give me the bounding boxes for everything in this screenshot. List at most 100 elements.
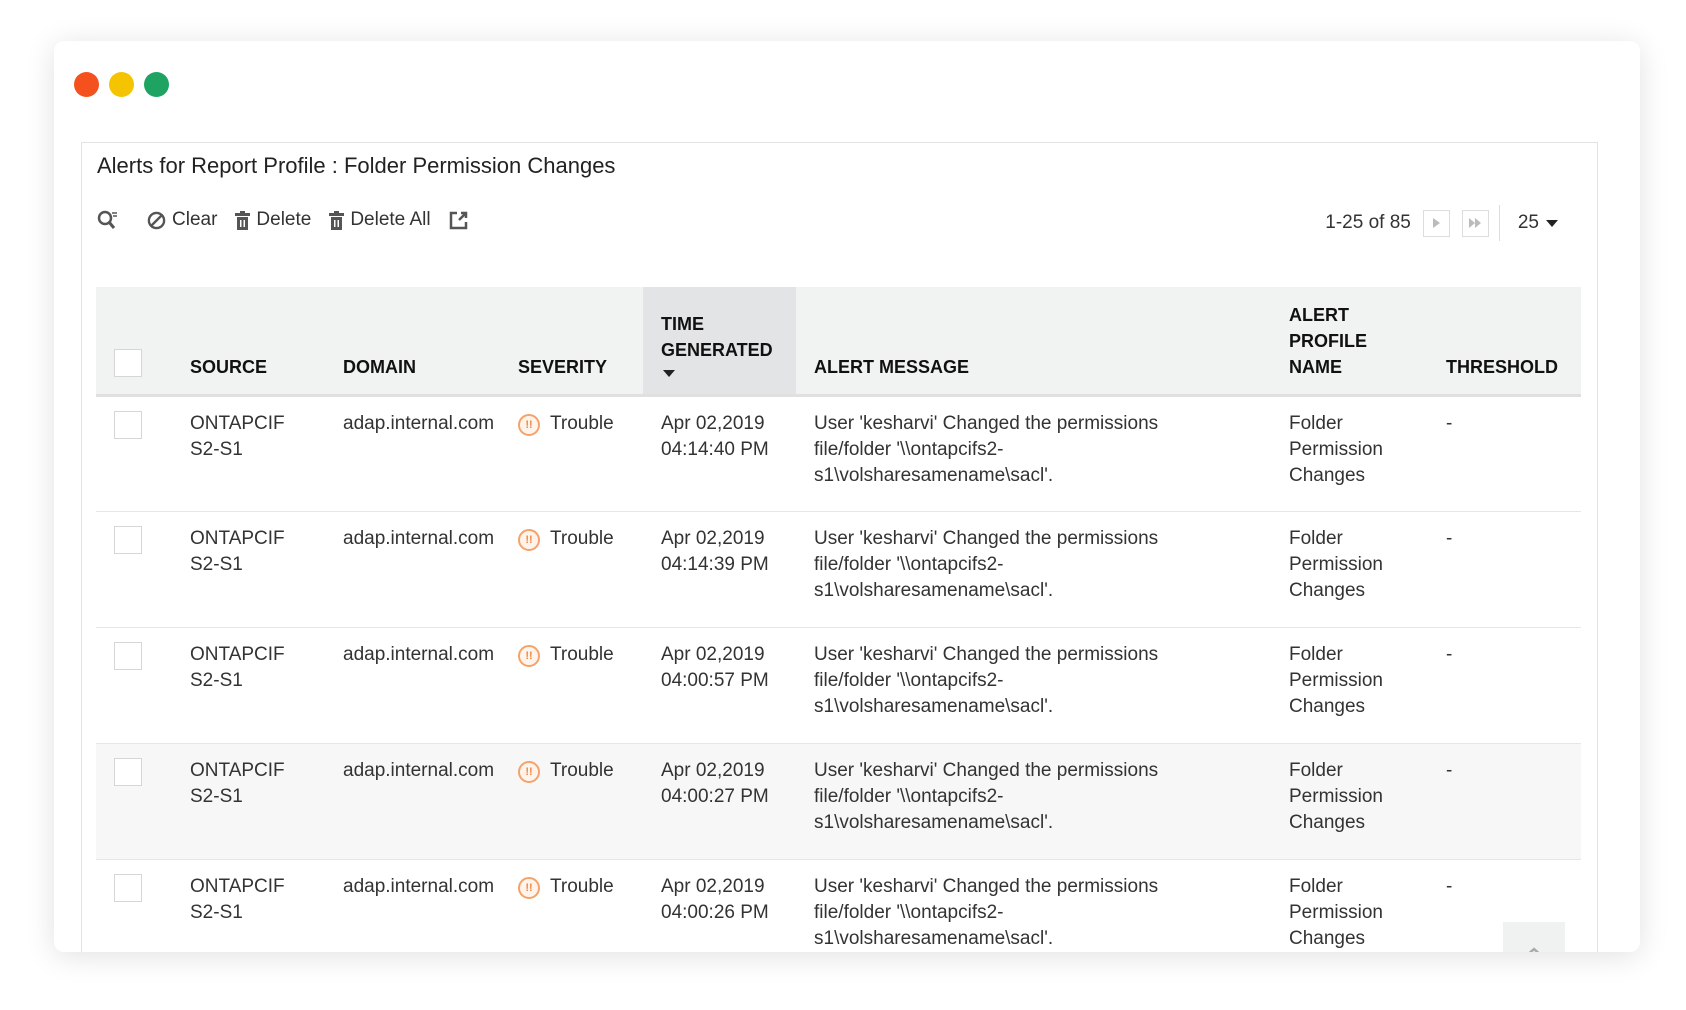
profile-cell: Folder Permission Changes — [1271, 511, 1428, 628]
row-select-cell — [96, 395, 172, 512]
clear-icon — [147, 211, 166, 229]
profile-cell: Folder Permission Changes — [1271, 395, 1428, 512]
header-source[interactable]: SOURCE — [172, 287, 325, 397]
trouble-icon: !! — [518, 413, 540, 436]
table-row[interactable]: ONTAPCIFS2-S1 adap.internal.com !! Troubl… — [96, 743, 1581, 860]
row-select-cell — [96, 511, 172, 628]
row-select-cell — [96, 627, 172, 744]
chevron-up-icon — [1528, 947, 1540, 952]
table-row[interactable]: ONTAPCIFS2-S1 adap.internal.com !! Troubl… — [96, 395, 1581, 512]
severity-label: Trouble — [550, 759, 614, 781]
export-button[interactable] — [449, 211, 474, 230]
header-alert-profile-name[interactable]: ALERT PROFILE NAME — [1271, 287, 1428, 397]
message-cell: User 'kesharvi' Changed the permissions … — [796, 859, 1271, 952]
table-row[interactable]: ONTAPCIFS2-S1 adap.internal.com !! Troubl… — [96, 627, 1581, 744]
scroll-to-top-button[interactable] — [1503, 922, 1565, 952]
per-page-select[interactable]: 25 — [1518, 212, 1559, 234]
pagination: 1-25 of 85 25 — [1325, 205, 1559, 241]
severity-cell: !! Trouble — [500, 627, 643, 744]
message-cell: User 'kesharvi' Changed the permissions … — [796, 627, 1271, 744]
maximize-dot[interactable] — [144, 72, 169, 97]
domain-cell: adap.internal.com — [325, 511, 500, 628]
severity-cell: !! Trouble — [500, 743, 643, 860]
sort-desc-icon — [663, 369, 675, 377]
select-all-cell — [96, 287, 172, 397]
severity-label: Trouble — [550, 412, 614, 434]
row-checkbox[interactable] — [114, 641, 142, 670]
table-row[interactable]: ONTAPCIFS2-S1 adap.internal.com !! Troubl… — [96, 511, 1581, 628]
clear-button[interactable]: Clear — [147, 209, 217, 231]
severity-cell: !! Trouble — [500, 395, 643, 512]
per-page-value: 25 — [1517, 212, 1539, 233]
severity-cell: !! Trouble — [500, 511, 643, 628]
export-icon — [449, 211, 467, 229]
minimize-dot[interactable] — [109, 72, 134, 97]
header-threshold[interactable]: THRESHOLD — [1428, 287, 1581, 397]
close-dot[interactable] — [74, 72, 99, 97]
severity-label: Trouble — [550, 875, 614, 897]
trash-icon — [235, 210, 251, 230]
trouble-icon: !! — [518, 760, 540, 783]
source-cell: ONTAPCIFS2-S1 — [172, 395, 325, 512]
time-cell: Apr 02,2019 04:00:26 PM — [643, 859, 796, 952]
row-checkbox[interactable] — [114, 525, 142, 554]
clear-label: Clear — [172, 209, 218, 230]
severity-cell: !! Trouble — [500, 859, 643, 952]
severity-label: Trouble — [550, 643, 614, 665]
alerts-panel: Alerts for Report Profile : Folder Permi… — [81, 142, 1598, 952]
header-time-label: TIME GENERATED — [661, 313, 773, 360]
source-cell: ONTAPCIFS2-S1 — [172, 859, 325, 952]
severity-label: Trouble — [550, 527, 614, 549]
domain-cell: adap.internal.com — [325, 395, 500, 512]
threshold-cell: - — [1428, 627, 1581, 744]
header-alert-message[interactable]: ALERT MESSAGE — [796, 287, 1271, 397]
time-cell: Apr 02,2019 04:14:40 PM — [643, 395, 796, 512]
time-cell: Apr 02,2019 04:14:39 PM — [643, 511, 796, 628]
source-cell: ONTAPCIFS2-S1 — [172, 627, 325, 744]
message-cell: User 'kesharvi' Changed the permissions … — [796, 511, 1271, 628]
alerts-table: SOURCE DOMAIN SEVERITY TIME GENERATED AL… — [96, 287, 1581, 952]
row-checkbox[interactable] — [114, 757, 142, 786]
search-filter-button[interactable] — [97, 210, 125, 230]
row-select-cell — [96, 859, 172, 952]
source-cell: ONTAPCIFS2-S1 — [172, 743, 325, 860]
search-filter-icon — [97, 210, 117, 229]
table-header: SOURCE DOMAIN SEVERITY TIME GENERATED AL… — [96, 287, 1581, 397]
table-row[interactable]: ONTAPCIFS2-S1 adap.internal.com !! Troubl… — [96, 859, 1581, 952]
source-cell: ONTAPCIFS2-S1 — [172, 511, 325, 628]
page-range: 1-25 of 85 — [1325, 212, 1411, 233]
threshold-cell: - — [1428, 511, 1581, 628]
trouble-icon: !! — [518, 528, 540, 551]
time-cell: Apr 02,2019 04:00:57 PM — [643, 627, 796, 744]
trouble-icon: !! — [518, 876, 540, 899]
header-domain[interactable]: DOMAIN — [325, 287, 500, 397]
delete-all-button[interactable]: Delete All — [329, 209, 431, 231]
time-cell: Apr 02,2019 04:00:27 PM — [643, 743, 796, 860]
header-severity[interactable]: SEVERITY — [500, 287, 643, 397]
trash-icon — [329, 210, 345, 230]
next-page-button[interactable] — [1422, 209, 1450, 237]
row-checkbox[interactable] — [114, 410, 142, 439]
delete-button[interactable]: Delete — [235, 209, 311, 231]
row-select-cell — [96, 743, 172, 860]
select-all-checkbox[interactable] — [114, 348, 142, 377]
domain-cell: adap.internal.com — [325, 627, 500, 744]
domain-cell: adap.internal.com — [325, 743, 500, 860]
profile-cell: Folder Permission Changes — [1271, 743, 1428, 860]
message-cell: User 'kesharvi' Changed the permissions … — [796, 395, 1271, 512]
window: Alerts for Report Profile : Folder Permi… — [54, 41, 1640, 952]
domain-cell: adap.internal.com — [325, 859, 500, 952]
last-page-icon — [1469, 218, 1482, 228]
trouble-icon: !! — [518, 644, 540, 667]
delete-label: Delete — [256, 209, 312, 230]
last-page-button[interactable] — [1461, 209, 1489, 237]
delete-all-label: Delete All — [350, 209, 431, 230]
threshold-cell: - — [1428, 395, 1581, 512]
page-title: Alerts for Report Profile : Folder Permi… — [97, 153, 616, 178]
row-checkbox[interactable] — [114, 873, 142, 902]
divider — [1498, 205, 1500, 241]
next-icon — [1433, 218, 1441, 228]
toolbar: Clear Delete Delete All — [97, 209, 492, 231]
profile-cell: Folder Permission Changes — [1271, 859, 1428, 952]
header-time-generated[interactable]: TIME GENERATED — [643, 287, 796, 397]
